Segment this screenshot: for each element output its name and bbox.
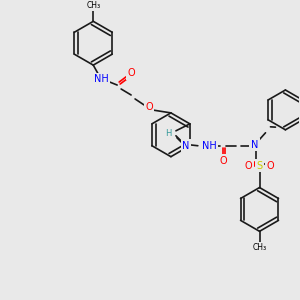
Text: NH: NH [94, 74, 109, 84]
Text: NH: NH [202, 141, 217, 151]
Text: O: O [127, 68, 135, 78]
Text: O: O [220, 156, 227, 166]
Text: O: O [267, 160, 274, 171]
Text: O: O [245, 160, 252, 171]
Text: N: N [182, 141, 190, 151]
Text: CH₃: CH₃ [86, 1, 100, 10]
Text: CH₃: CH₃ [253, 243, 267, 252]
Text: O: O [145, 102, 153, 112]
Text: S: S [256, 160, 262, 171]
Text: H: H [166, 129, 172, 138]
Text: N: N [251, 140, 258, 150]
